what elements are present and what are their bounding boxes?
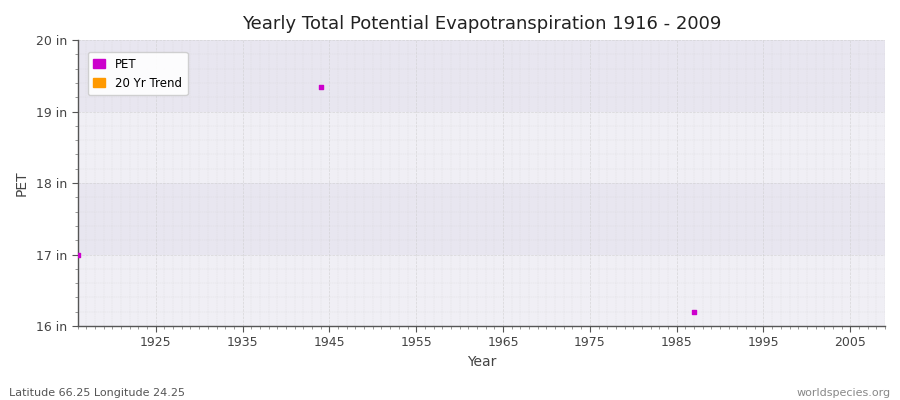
X-axis label: Year: Year [466, 355, 496, 369]
Y-axis label: PET: PET [15, 170, 29, 196]
Text: worldspecies.org: worldspecies.org [796, 388, 891, 398]
Legend: PET, 20 Yr Trend: PET, 20 Yr Trend [87, 52, 187, 96]
Text: Latitude 66.25 Longitude 24.25: Latitude 66.25 Longitude 24.25 [9, 388, 185, 398]
Point [313, 83, 328, 90]
Bar [77, 254, 885, 326]
Bar [77, 112, 885, 183]
Bar [77, 40, 885, 112]
Point [70, 251, 85, 258]
Bar [77, 183, 885, 254]
Point [687, 308, 701, 315]
Title: Yearly Total Potential Evapotranspiration 1916 - 2009: Yearly Total Potential Evapotranspiratio… [241, 15, 721, 33]
